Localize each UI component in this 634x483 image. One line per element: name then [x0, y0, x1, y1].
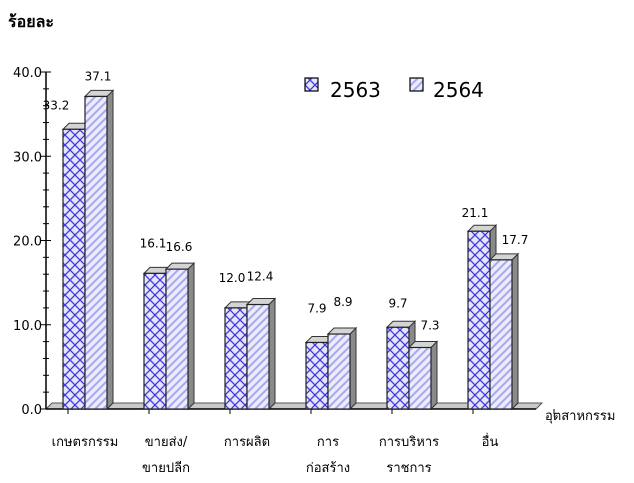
- bar-2563: [305, 341, 329, 410]
- bar-side: [187, 261, 195, 411]
- y-axis-label: ร้อยละ: [8, 12, 54, 31]
- y-tick-label: 10.0: [13, 319, 42, 334]
- data-label: 7.3: [420, 318, 439, 332]
- data-label: 16.1: [140, 236, 167, 250]
- data-labels: 33.2 37.1 16.1 16.6 12.0 12.4 7.9 8.9 9.7 7.3 21.1…: [43, 69, 529, 332]
- data-label: 9.7: [388, 296, 407, 310]
- bar-2564: [327, 333, 351, 410]
- bar-2564: [165, 268, 189, 410]
- bar-2564: [246, 303, 270, 410]
- data-label: 33.2: [43, 98, 70, 112]
- bar-2563: [62, 128, 86, 410]
- category-label: ขายส่ง/: [145, 435, 188, 450]
- bar-2564: [489, 259, 513, 410]
- x-axis-label: อุตสาหกรรม: [545, 409, 615, 424]
- data-label: 21.1: [462, 206, 489, 220]
- bar-side: [349, 326, 357, 411]
- data-label: 16.6: [166, 240, 193, 254]
- data-label: 12.0: [219, 271, 246, 285]
- data-label: 8.9: [333, 295, 352, 309]
- category-labels: เกษตรกรรม ขายส่ง/ขายปลีก การผลิต การก่อสร้า…: [52, 433, 499, 476]
- bar-side: [430, 340, 438, 411]
- bar-2563: [386, 326, 410, 410]
- category-label: ราชการ: [386, 461, 431, 476]
- category-label: เกษตรกรรม: [52, 435, 119, 450]
- bar-2563: [143, 272, 167, 410]
- category-label: การ: [317, 435, 339, 450]
- legend-label-2564: 2564: [433, 78, 484, 102]
- data-label: 12.4: [247, 270, 274, 284]
- y-tick-label: 0.0: [21, 403, 42, 418]
- category-label: การผลิต: [224, 435, 270, 450]
- bar-2563: [467, 230, 491, 410]
- bar-side: [268, 297, 276, 411]
- legend-swatch-2564: [409, 77, 424, 92]
- axes: 0.0 10.0 20.0 30.0 40.0: [13, 66, 555, 418]
- data-label: 17.7: [502, 233, 529, 247]
- y-tick-label: 40.0: [13, 66, 42, 81]
- legend: 2563 2564: [304, 77, 484, 102]
- bar-side: [106, 89, 114, 411]
- category-label: อื่น: [481, 433, 498, 450]
- data-label: 37.1: [85, 69, 112, 83]
- data-label: 7.9: [307, 301, 326, 315]
- bar-2564: [84, 95, 108, 410]
- bar-2563: [224, 307, 248, 410]
- legend-label-2563: 2563: [330, 78, 381, 102]
- category-label: ขายปลีก: [142, 460, 190, 476]
- legend-swatch-2563: [304, 77, 319, 92]
- bars: [61, 89, 520, 411]
- category-label: ก่อสร้าง: [306, 461, 350, 476]
- bar-side: [511, 252, 519, 411]
- category-label: การบริหาร: [379, 435, 439, 450]
- bar-2564: [408, 346, 432, 410]
- y-tick-label: 30.0: [13, 150, 42, 165]
- y-tick-label: 20.0: [13, 235, 42, 250]
